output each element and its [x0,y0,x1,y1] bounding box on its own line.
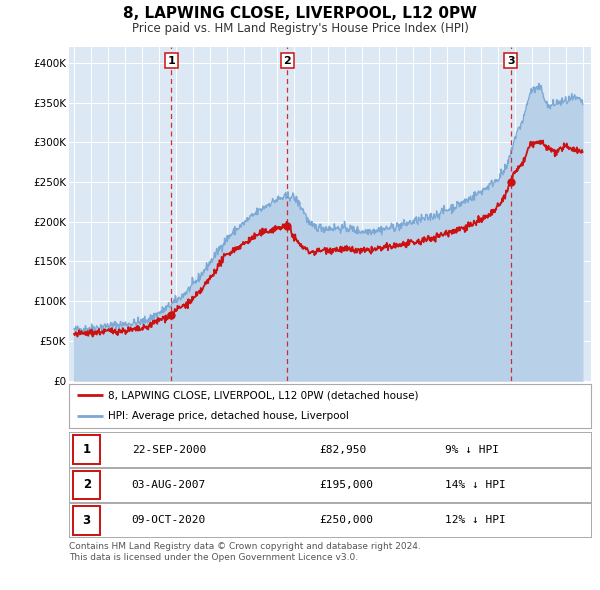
Text: 14% ↓ HPI: 14% ↓ HPI [445,480,506,490]
Text: 12% ↓ HPI: 12% ↓ HPI [445,516,506,525]
Text: £195,000: £195,000 [320,480,374,490]
Text: 3: 3 [83,514,91,527]
Text: 8, LAPWING CLOSE, LIVERPOOL, L12 0PW: 8, LAPWING CLOSE, LIVERPOOL, L12 0PW [123,6,477,21]
Text: £250,000: £250,000 [320,516,374,525]
Text: 1: 1 [167,55,175,65]
Text: 8, LAPWING CLOSE, LIVERPOOL, L12 0PW (detached house): 8, LAPWING CLOSE, LIVERPOOL, L12 0PW (de… [108,390,419,400]
Text: 3: 3 [507,55,515,65]
Text: £82,950: £82,950 [320,445,367,454]
Text: 2: 2 [83,478,91,491]
Text: Price paid vs. HM Land Registry's House Price Index (HPI): Price paid vs. HM Land Registry's House … [131,22,469,35]
Bar [73,471,100,499]
Bar [73,435,100,464]
Text: HPI: Average price, detached house, Liverpool: HPI: Average price, detached house, Live… [108,411,349,421]
Text: 03-AUG-2007: 03-AUG-2007 [131,480,206,490]
Text: 1: 1 [83,443,91,456]
Text: 2: 2 [284,55,292,65]
Text: 22-SEP-2000: 22-SEP-2000 [131,445,206,454]
Bar [73,506,100,535]
Text: 09-OCT-2020: 09-OCT-2020 [131,516,206,525]
Text: Contains HM Land Registry data © Crown copyright and database right 2024.
This d: Contains HM Land Registry data © Crown c… [69,542,421,562]
Text: 9% ↓ HPI: 9% ↓ HPI [445,445,499,454]
